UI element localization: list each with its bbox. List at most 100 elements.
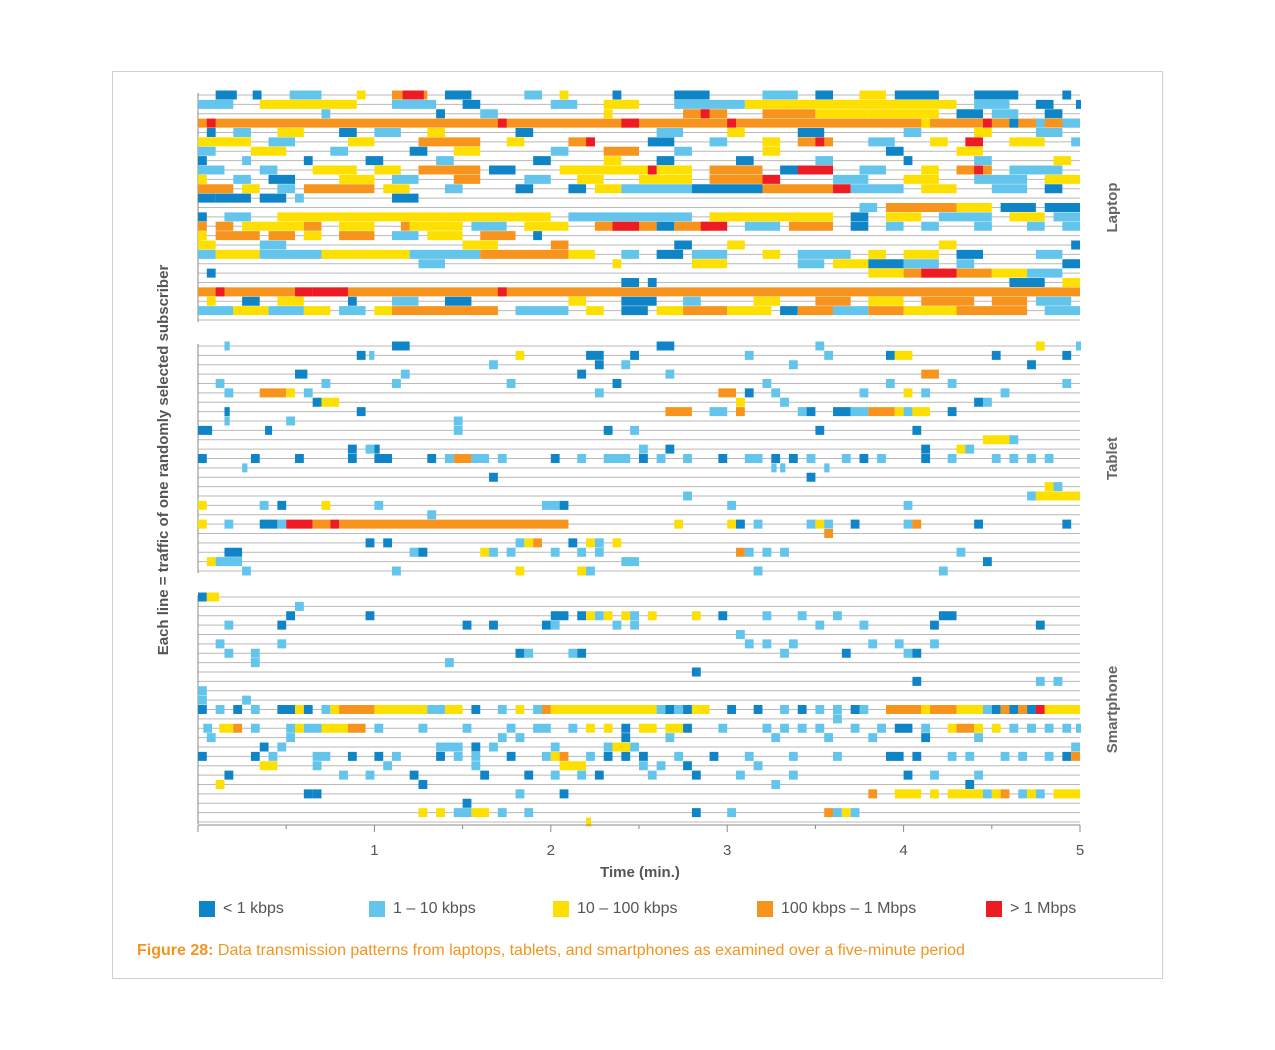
traffic-segment <box>850 519 860 529</box>
traffic-segment <box>974 165 983 175</box>
traffic-segment <box>462 723 472 733</box>
traffic-segment <box>303 388 313 398</box>
traffic-segment <box>506 379 516 388</box>
traffic-segment <box>991 705 1001 714</box>
traffic-segment <box>1018 789 1028 799</box>
traffic-segment <box>515 128 534 137</box>
traffic-segment <box>1071 742 1080 752</box>
traffic-segment <box>947 751 957 761</box>
traffic-segment <box>259 193 287 203</box>
x-axis-label: Time (min.) <box>600 864 680 881</box>
traffic-segment <box>824 808 834 818</box>
traffic-segment <box>347 444 357 454</box>
traffic-segment <box>806 519 816 529</box>
traffic-segment <box>930 639 939 649</box>
traffic-segment <box>621 733 631 743</box>
traffic-segment <box>691 611 701 621</box>
traffic-segment <box>1018 705 1028 714</box>
traffic-segment <box>912 519 922 529</box>
traffic-segment <box>956 249 983 259</box>
panel-label: Tablet <box>1104 437 1121 480</box>
traffic-segment <box>656 341 675 351</box>
traffic-segment <box>1035 789 1045 799</box>
traffic-segment <box>797 611 807 621</box>
traffic-segment <box>1035 705 1045 714</box>
traffic-segment <box>224 547 243 557</box>
traffic-segment <box>224 388 234 398</box>
traffic-segment <box>444 212 551 222</box>
traffic-segment <box>885 146 904 156</box>
traffic-segment <box>744 639 754 649</box>
traffic-segment <box>233 174 251 184</box>
traffic-segment <box>1044 174 1080 184</box>
traffic-segment <box>833 714 842 724</box>
traffic-segment <box>938 212 992 222</box>
traffic-segment <box>982 397 992 407</box>
traffic-segment <box>674 519 684 529</box>
traffic-segment <box>497 705 507 714</box>
traffic-segment <box>797 705 807 714</box>
legend-item-c3: 10 – 100 kbps <box>553 898 678 920</box>
traffic-segment <box>1027 268 1063 278</box>
traffic-segment <box>1062 278 1080 287</box>
traffic-segment <box>833 407 851 417</box>
traffic-segment <box>639 761 648 771</box>
traffic-segment <box>250 146 287 156</box>
traffic-segment <box>568 249 595 259</box>
traffic-segment <box>418 137 481 147</box>
traffic-segment <box>541 500 560 510</box>
traffic-segment <box>444 90 472 100</box>
traffic-segment <box>903 128 922 137</box>
traffic-segment <box>1053 676 1063 686</box>
traffic-segment <box>991 350 1001 360</box>
traffic-segment <box>559 751 569 761</box>
traffic-segment <box>974 723 983 733</box>
traffic-segment <box>471 751 481 761</box>
figure-caption: Figure 28: Data transmission patterns fr… <box>137 942 965 960</box>
traffic-segment <box>815 519 825 529</box>
traffic-segment <box>418 780 428 789</box>
traffic-segment <box>1035 128 1063 137</box>
traffic-segment <box>691 705 710 714</box>
traffic-segment <box>568 137 595 147</box>
traffic-segment <box>347 751 357 761</box>
traffic-segment <box>215 249 260 259</box>
traffic-segment <box>665 369 675 379</box>
traffic-segment <box>788 454 798 463</box>
traffic-segment <box>586 137 595 147</box>
traffic-segment <box>1053 789 1080 799</box>
traffic-segment <box>603 751 613 761</box>
traffic-segment <box>577 547 587 557</box>
traffic-segment <box>365 770 375 780</box>
traffic-segment <box>198 146 216 156</box>
legend-label: < 1 kbps <box>223 900 284 917</box>
traffic-segment <box>1044 109 1063 119</box>
traffic-segment <box>894 350 913 360</box>
traffic-segment <box>198 287 1080 297</box>
traffic-segment <box>524 174 551 184</box>
traffic-segment <box>630 350 639 360</box>
traffic-segment <box>718 611 728 621</box>
traffic-segment <box>259 99 357 109</box>
traffic-segment <box>921 184 957 194</box>
traffic-segment <box>824 463 830 473</box>
traffic-segment <box>727 705 737 714</box>
traffic-segment <box>312 397 322 407</box>
legend-swatch <box>369 901 385 917</box>
traffic-segment <box>797 306 834 316</box>
traffic-segment <box>1000 203 1036 212</box>
traffic-segment <box>656 221 675 231</box>
traffic-segment <box>700 109 710 119</box>
traffic-segment <box>577 369 587 379</box>
traffic-segment <box>259 742 269 752</box>
traffic-segment <box>1009 137 1045 147</box>
traffic-segment <box>788 360 798 370</box>
traffic-segment <box>894 723 913 733</box>
traffic-segment <box>462 620 472 630</box>
traffic-segment <box>515 306 569 316</box>
traffic-segment <box>603 425 613 435</box>
traffic-segment <box>550 547 560 557</box>
traffic-segment <box>277 705 296 714</box>
traffic-segment <box>215 287 225 297</box>
traffic-segment <box>639 174 692 184</box>
